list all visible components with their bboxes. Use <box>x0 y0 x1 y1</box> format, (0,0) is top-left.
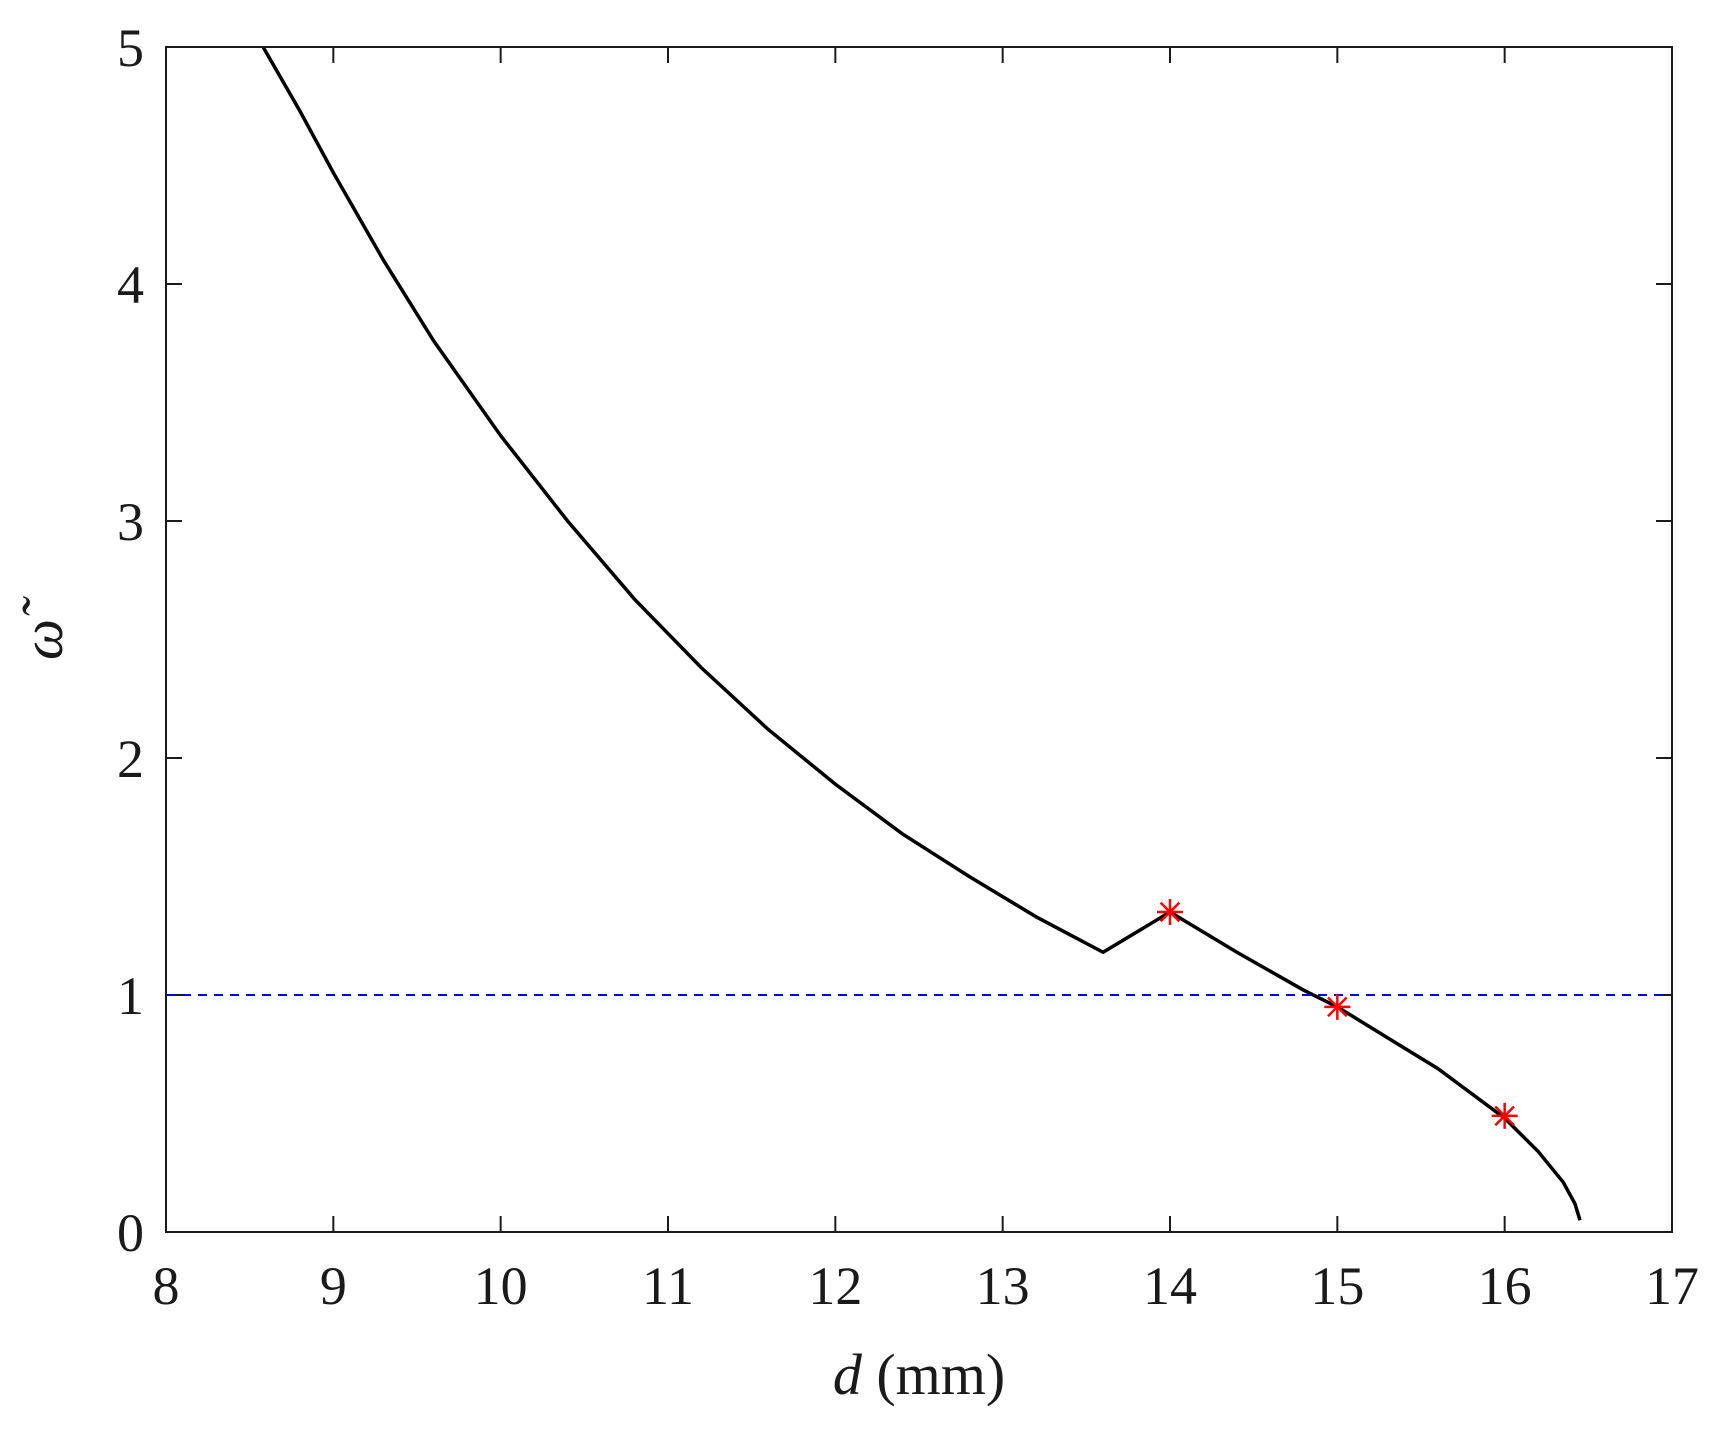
y-tick-label: 3 <box>117 492 144 552</box>
x-tick-label: 12 <box>808 1256 862 1316</box>
marker-stroke <box>1327 996 1348 1018</box>
data-marker <box>1491 1102 1518 1129</box>
plot-area <box>166 46 1672 1221</box>
y-tick-label: 0 <box>117 1203 144 1263</box>
x-tick-label: 16 <box>1478 1256 1532 1316</box>
series-line <box>261 46 1582 1221</box>
x-axis-variable: d <box>833 1342 863 1407</box>
marker-stroke <box>1494 1105 1515 1127</box>
x-tick-label: 14 <box>1143 1256 1197 1316</box>
x-tick-label: 9 <box>320 1256 347 1316</box>
x-tick-label: 8 <box>153 1256 180 1316</box>
x-tick-label: 13 <box>976 1256 1030 1316</box>
y-tick-label: 1 <box>117 966 144 1026</box>
x-tick-label: 10 <box>474 1256 528 1316</box>
x-tick-label: 17 <box>1645 1256 1699 1316</box>
y-tick-label: 5 <box>117 18 144 78</box>
y-axis-label: ω̃ <box>10 596 75 660</box>
x-tick-label: 11 <box>642 1256 694 1316</box>
axes-frame <box>165 46 1673 1233</box>
y-tick-label: 4 <box>117 255 144 315</box>
data-marker <box>1324 993 1351 1020</box>
y-tick-labels: 0 1 2 3 4 5 <box>117 18 144 1263</box>
axis-ticks <box>165 46 1673 1233</box>
x-tick-labels: 8 9 10 11 12 13 14 15 16 17 <box>153 1256 1700 1316</box>
marker-stroke <box>1159 901 1181 923</box>
data-marker <box>1157 899 1183 926</box>
x-tick-label: 15 <box>1310 1256 1364 1316</box>
x-axis-label: d (mm) <box>833 1342 1005 1407</box>
x-axis-unit: (mm) <box>862 1342 1005 1407</box>
y-tick-label: 2 <box>117 729 144 789</box>
